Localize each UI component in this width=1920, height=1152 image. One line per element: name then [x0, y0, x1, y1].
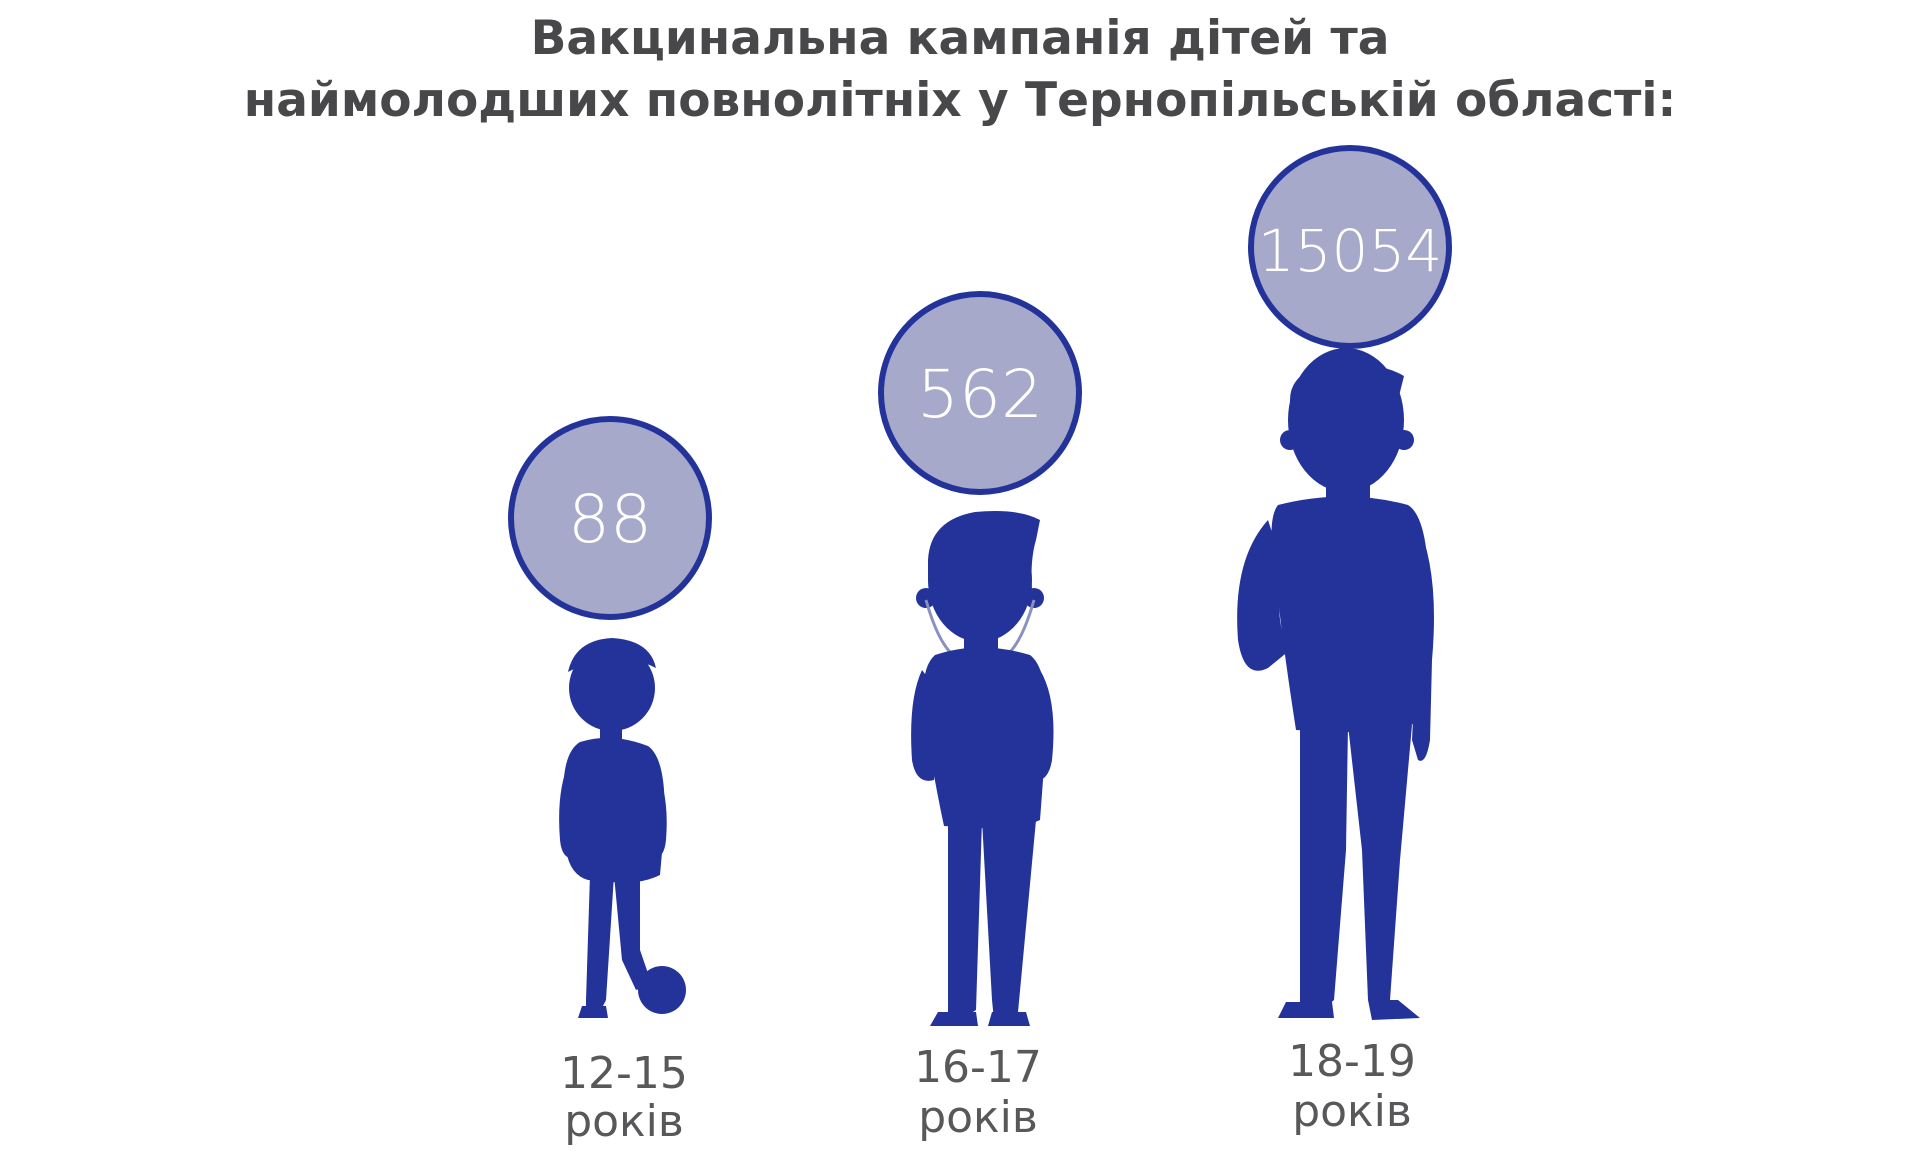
group-12-15: 88 12-15 років: [508, 416, 712, 1147]
value-bubble-12-15: [508, 416, 712, 620]
young-man-icon: [1237, 348, 1434, 1020]
unit-label-12-15: років: [564, 1096, 684, 1147]
unit-label-16-17: років: [918, 1092, 1038, 1143]
age-label-18-19: 18-19: [1288, 1036, 1416, 1087]
child-with-ball-icon: [559, 638, 686, 1018]
value-bubble-16-17: [878, 291, 1082, 495]
chart-title: Вакцинальна кампанія дітей та наймолодши…: [0, 8, 1920, 132]
group-16-17: 562 16-17 років: [878, 291, 1082, 1143]
teen-with-headphones-icon: [911, 511, 1054, 1026]
age-label-12-15: 12-15: [560, 1048, 688, 1099]
value-text-18-19: 15054: [1258, 217, 1443, 285]
value-text-16-17: 562: [917, 356, 1043, 433]
chart-title-line-2: наймолодших повнолітніх у Тернопільській…: [243, 73, 1677, 128]
age-label-16-17: 16-17: [914, 1042, 1042, 1093]
group-18-19: 15054 18-19 років: [1237, 145, 1452, 1137]
unit-label-18-19: років: [1292, 1086, 1412, 1137]
value-bubble-18-19: [1248, 145, 1452, 349]
chart-title-line-1: Вакцинальна кампанія дітей та: [530, 11, 1390, 66]
value-text-12-15: 88: [568, 481, 652, 558]
